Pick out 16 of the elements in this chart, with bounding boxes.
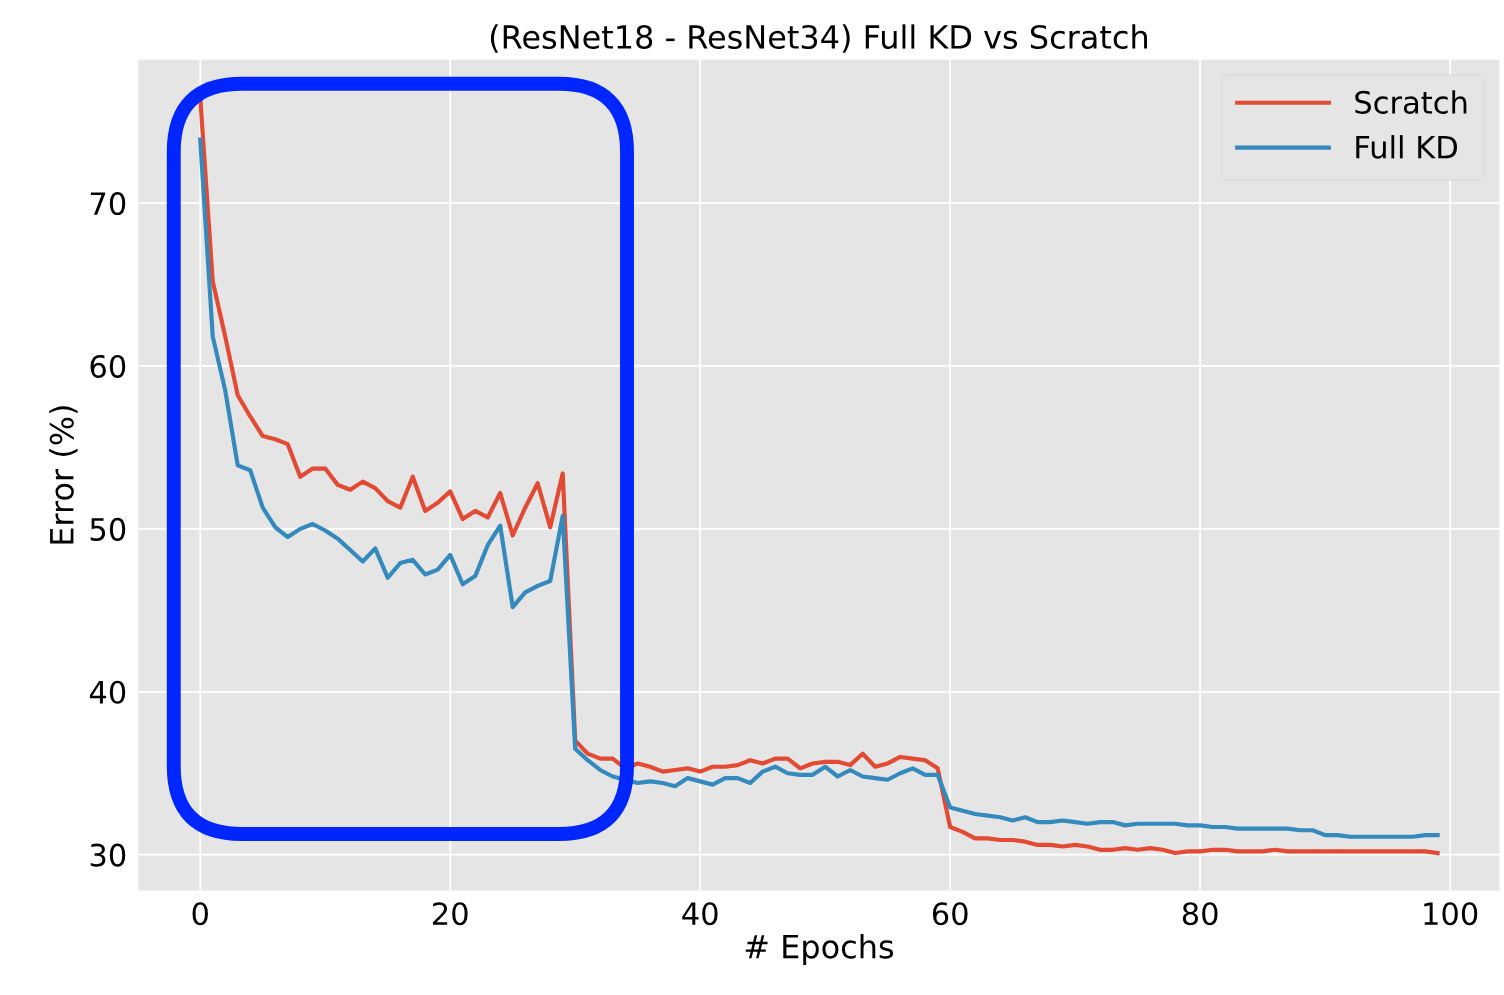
x-tick-label: 60 [932, 902, 968, 926]
y-tick-label: 40 [89, 680, 126, 704]
y-tick-label: 70 [90, 191, 126, 216]
y-axis-title: Error (%) [49, 406, 78, 544]
x-tick-label: 40 [682, 902, 718, 926]
x-tick-label: 100 [1424, 902, 1478, 926]
x-axis-title: # Epochs [745, 933, 894, 965]
y-tick-label: 30 [90, 843, 126, 867]
y-tick-label: 60 [90, 354, 126, 379]
legend-label: Full KD [1356, 135, 1458, 159]
x-tick-label: 80 [1182, 902, 1218, 926]
x-tick-label: 20 [433, 902, 468, 926]
legend-label: Scratch [1355, 90, 1467, 114]
chart-title: (ResNet18 - ResNet34) Full KD vs Scratch [490, 24, 1147, 53]
x-tick-label: 0 [192, 902, 208, 926]
y-tick-label: 50 [90, 517, 126, 541]
